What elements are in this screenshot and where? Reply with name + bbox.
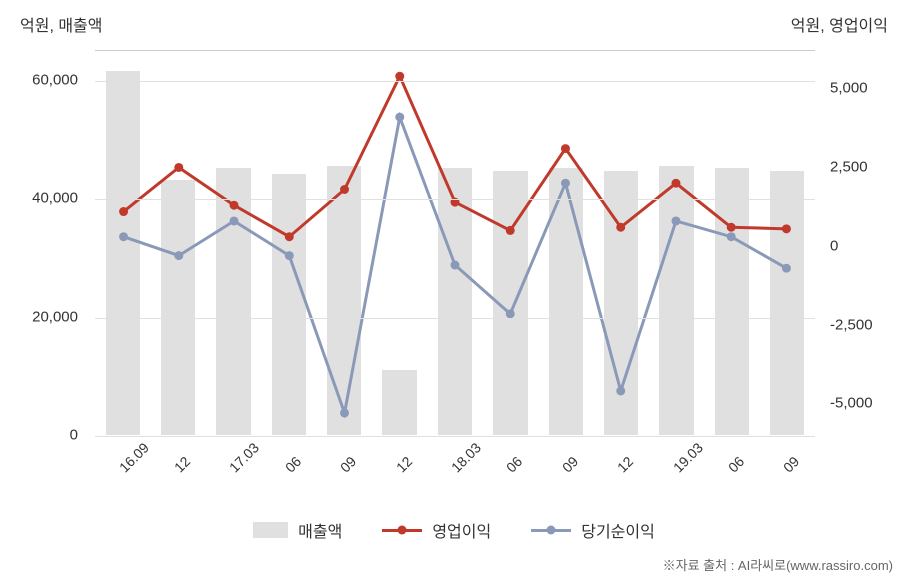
x-tick: 18.03: [448, 439, 484, 475]
y-tick-left: 20,000: [32, 308, 78, 325]
legend-line-swatch-red: [382, 529, 422, 532]
gridline: [95, 318, 815, 319]
line-marker: [727, 223, 736, 232]
x-tick: 09: [337, 453, 359, 475]
legend-label: 영업이익: [432, 518, 491, 542]
legend-line-swatch-blue: [531, 529, 571, 532]
y-tick-right: -5,000: [830, 395, 873, 412]
financial-chart: 억원, 매출액 억원, 영업이익 0 20,000 40,000 60,000 -5,…: [0, 0, 908, 580]
line-marker: [340, 185, 349, 194]
line-marker: [119, 207, 128, 216]
line-marker: [782, 264, 791, 273]
y-axis-left: 020,00040,00060,000: [0, 50, 90, 435]
x-tick: 06: [725, 453, 747, 475]
line-marker: [561, 144, 570, 153]
line-marker: [616, 386, 625, 395]
y-tick-right: 5,000: [830, 79, 868, 96]
y-tick-right: 0: [830, 237, 838, 254]
line-marker: [616, 223, 625, 232]
y-left-axis-label: 억원, 매출액: [20, 12, 103, 36]
y-axis-right: -5,000 -2,500 0 2,500 5,000: [818, 50, 908, 435]
x-tick: 12: [614, 453, 636, 475]
x-axis: 16.09 12 17.03 06 09 12 18.03 06 09 12 19.03 06 09: [95, 435, 815, 495]
line-marker: [782, 224, 791, 233]
line-marker: [561, 179, 570, 188]
legend-label: 당기순이익: [581, 518, 655, 542]
x-tick: 12: [171, 453, 193, 475]
line-marker: [174, 251, 183, 260]
legend-item-line2: 당기순이익: [531, 518, 655, 542]
line-marker: [230, 216, 239, 225]
legend-item-bar: 매출액: [253, 518, 342, 542]
legend-item-line1: 영업이익: [382, 518, 491, 542]
line-marker: [395, 72, 404, 81]
y-right-axis-label: 억원, 영업이익: [791, 12, 888, 36]
line-marker: [671, 179, 680, 188]
gridline: [95, 81, 815, 82]
x-tick: 06: [503, 453, 525, 475]
x-tick: 17.03: [226, 439, 262, 475]
source-text: ※자료 출처 : AI라씨로(www.rassiro.com): [663, 555, 893, 574]
gridline: [95, 199, 815, 200]
x-tick: 09: [780, 453, 802, 475]
y-tick-right: -2,500: [830, 316, 873, 333]
line-marker: [285, 251, 294, 260]
y-tick-left: 40,000: [32, 190, 78, 207]
line-marker: [230, 201, 239, 210]
x-tick: 12: [393, 453, 415, 475]
legend: 매출액 영업이익 당기순이익: [0, 510, 908, 550]
x-tick: 09: [559, 453, 581, 475]
lines-layer: [95, 51, 815, 435]
legend-label: 매출액: [298, 518, 342, 542]
x-tick: 06: [282, 453, 304, 475]
x-tick: 16.09: [116, 439, 152, 475]
line-marker: [451, 261, 460, 270]
line-marker: [506, 226, 515, 235]
line-marker: [285, 232, 294, 241]
line-marker: [119, 232, 128, 241]
y-tick-right: 2,500: [830, 158, 868, 175]
y-tick-left: 60,000: [32, 71, 78, 88]
line-marker: [727, 232, 736, 241]
legend-bar-swatch: [253, 522, 288, 538]
line-marker: [174, 163, 183, 172]
line-marker: [395, 113, 404, 122]
line-marker: [340, 408, 349, 417]
x-tick: 19.03: [669, 439, 705, 475]
plot-area: [95, 50, 815, 435]
line-marker: [671, 216, 680, 225]
y-tick-left: 0: [70, 427, 78, 444]
line-path: [124, 76, 787, 237]
